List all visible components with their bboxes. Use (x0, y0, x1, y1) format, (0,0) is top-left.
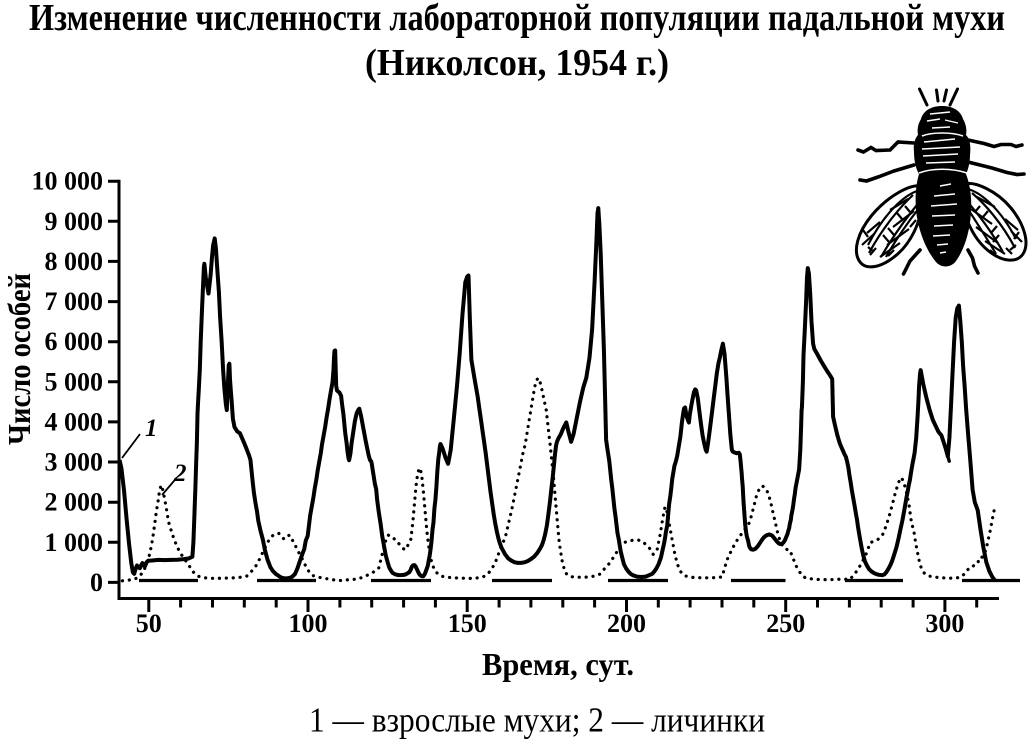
svg-text:1: 1 (145, 415, 158, 442)
svg-text:150: 150 (448, 609, 487, 638)
svg-text:Число особей: Число особей (1, 273, 37, 445)
svg-text:2: 2 (173, 460, 187, 487)
svg-text:10 000: 10 000 (32, 167, 104, 196)
svg-text:Изменение численности лаборато: Изменение численности лабораторной попул… (29, 0, 1005, 39)
svg-text:3 000: 3 000 (45, 448, 104, 477)
svg-text:1 — взрослые мухи; 2 — личинки: 1 — взрослые мухи; 2 — личинки (309, 701, 765, 740)
svg-text:200: 200 (607, 609, 646, 638)
svg-text:2 000: 2 000 (45, 488, 104, 517)
svg-text:(Николсон, 1954 г.): (Николсон, 1954 г.) (365, 42, 669, 84)
svg-text:Время, сут.: Время, сут. (482, 646, 634, 682)
svg-text:1 000: 1 000 (45, 528, 104, 557)
svg-text:5 000: 5 000 (45, 367, 104, 396)
svg-text:8 000: 8 000 (45, 247, 104, 276)
svg-text:300: 300 (925, 609, 964, 638)
svg-text:4 000: 4 000 (45, 407, 104, 436)
svg-text:6 000: 6 000 (45, 327, 104, 356)
svg-text:9 000: 9 000 (45, 207, 104, 236)
svg-text:7 000: 7 000 (45, 287, 104, 316)
svg-text:100: 100 (289, 609, 328, 638)
svg-text:50: 50 (136, 609, 162, 638)
svg-text:0: 0 (90, 568, 103, 597)
svg-text:250: 250 (766, 609, 805, 638)
